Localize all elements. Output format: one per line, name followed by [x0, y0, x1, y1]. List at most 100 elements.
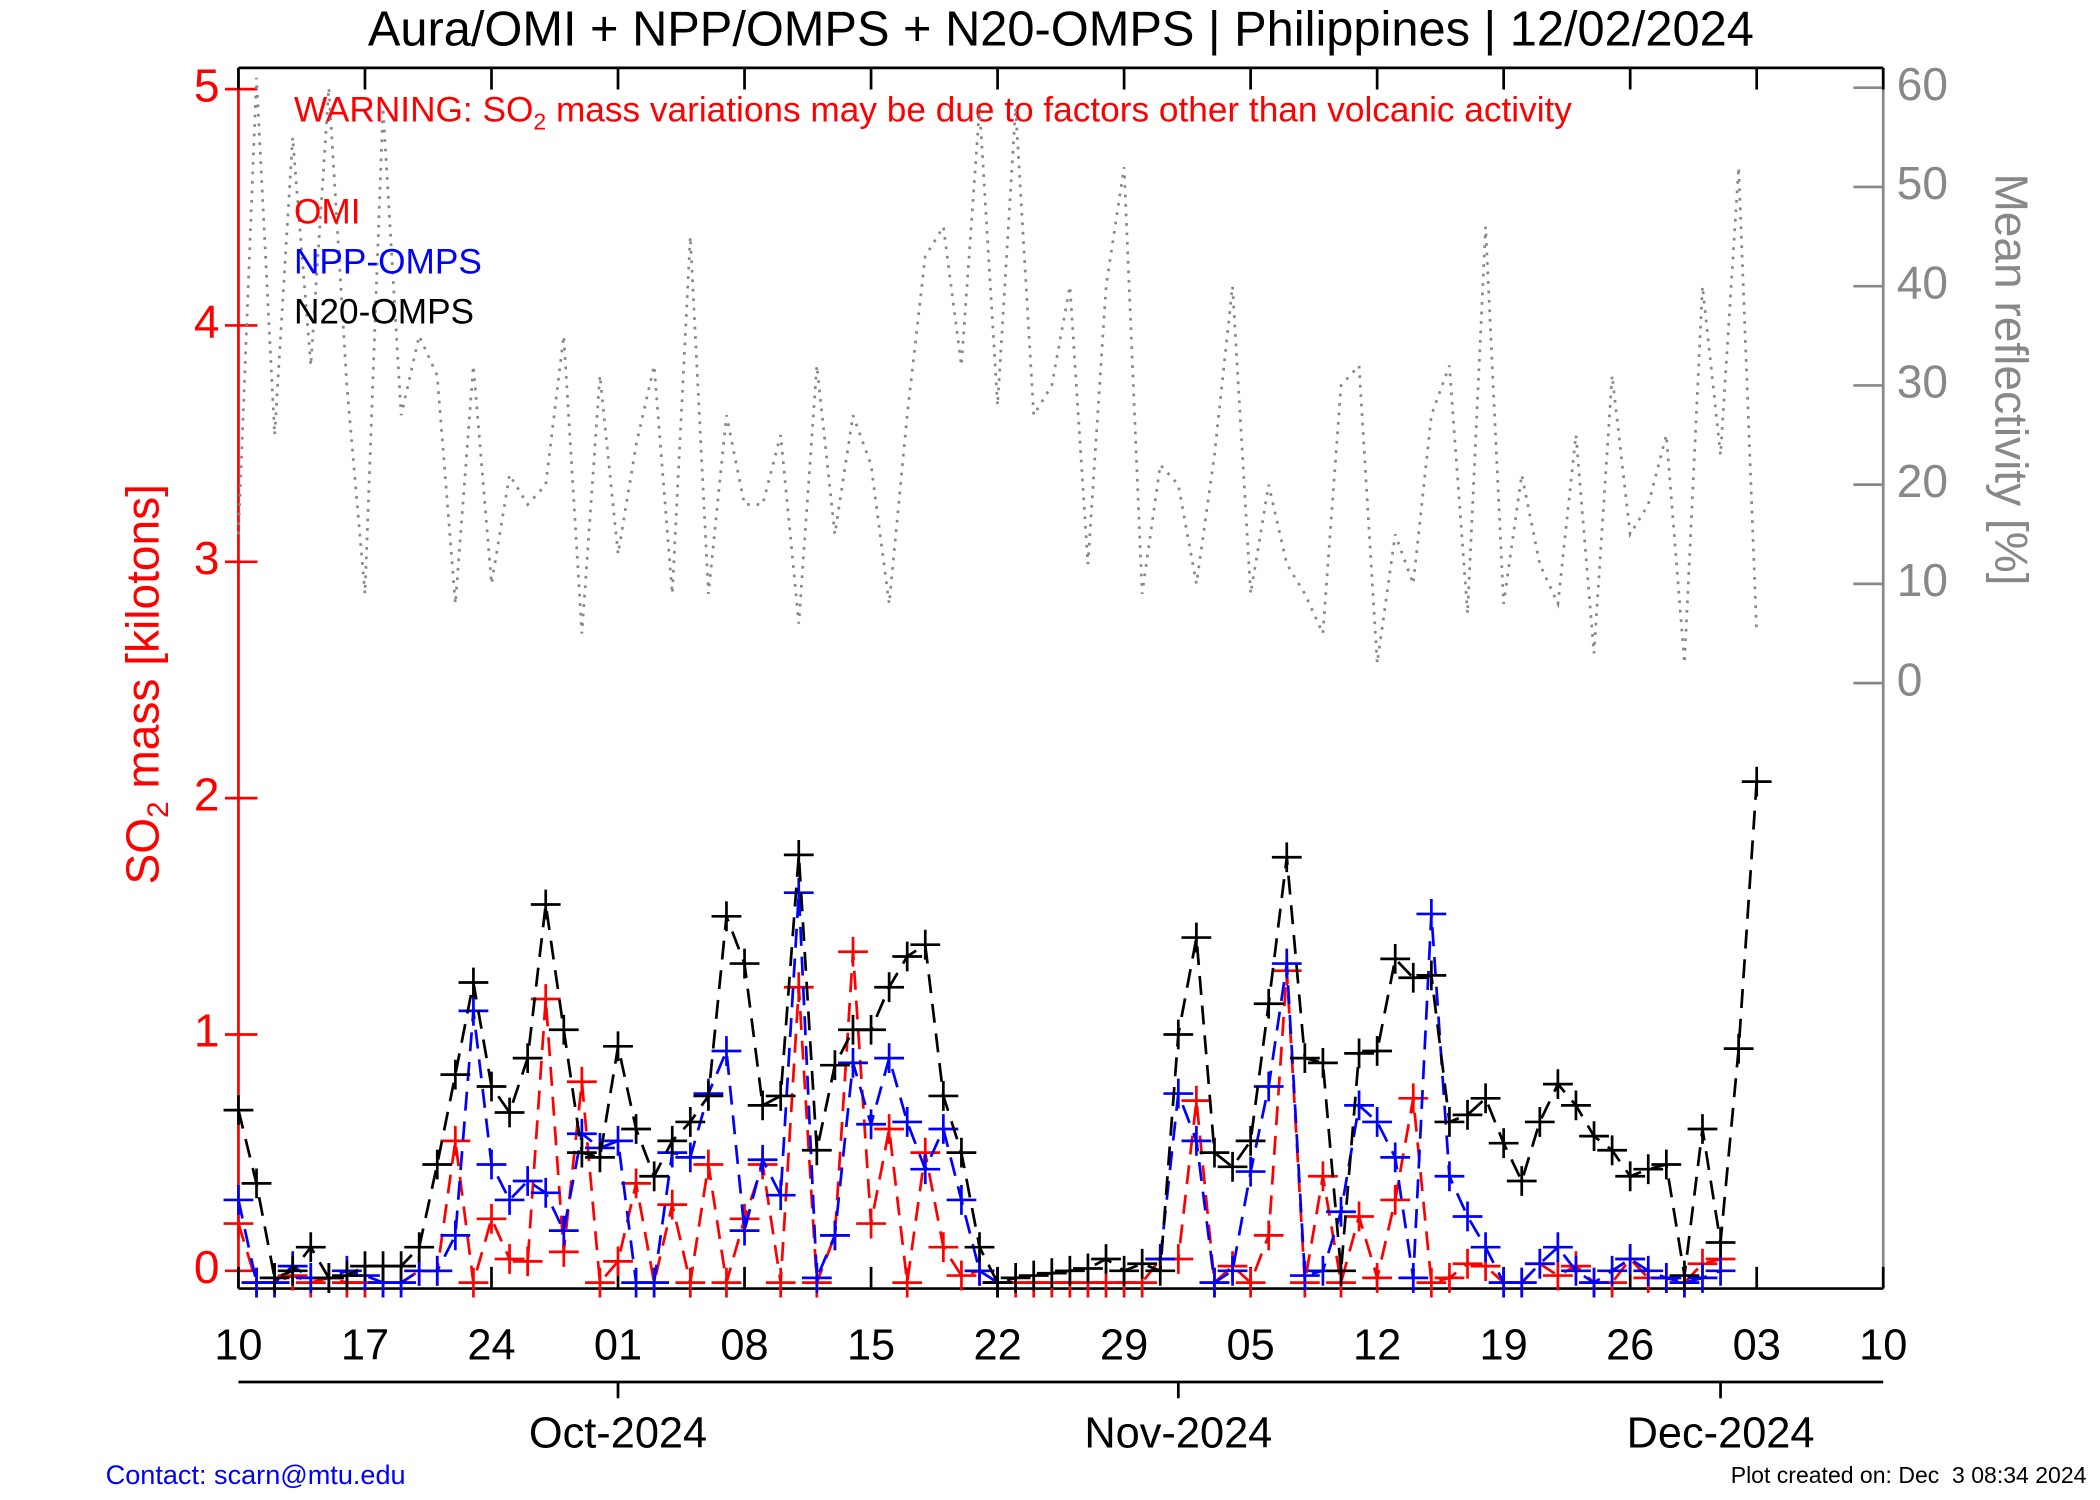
- y2-tick-label: 0: [1897, 653, 1923, 705]
- point-marker: [223, 1095, 254, 1126]
- point-marker: [1524, 1248, 1555, 1279]
- point-marker: [1542, 1232, 1573, 1263]
- point-marker: [1380, 1142, 1411, 1173]
- y-label-text: mass [kilotons]: [116, 484, 168, 801]
- point-marker: [458, 995, 489, 1026]
- point-marker: [892, 1107, 923, 1137]
- point-marker: [1362, 1107, 1393, 1137]
- point-marker: [422, 1255, 453, 1286]
- point-marker: [1741, 766, 1772, 797]
- point-marker: [476, 1071, 507, 1102]
- y-tick-label: 1: [194, 1005, 220, 1057]
- point-marker: [1615, 1244, 1646, 1274]
- point-marker: [1326, 1196, 1356, 1227]
- point-marker: [711, 1267, 742, 1298]
- point-marker: [1217, 1151, 1248, 1182]
- point-marker: [1542, 1260, 1573, 1291]
- point-marker: [476, 1203, 507, 1234]
- point-marker: [1127, 1248, 1158, 1279]
- point-marker: [1470, 1232, 1501, 1263]
- point-marker: [603, 1125, 633, 1156]
- point-marker: [1145, 1255, 1176, 1286]
- point-marker: [1289, 1043, 1320, 1074]
- point-marker: [765, 1081, 796, 1111]
- point-marker: [440, 1125, 471, 1156]
- point-marker: [259, 1263, 290, 1293]
- y2-tick-label: 20: [1897, 455, 1948, 507]
- point-marker: [856, 1014, 886, 1045]
- point-marker: [675, 1142, 706, 1173]
- y2-tick-label: 30: [1897, 356, 1948, 408]
- point-marker: [1398, 962, 1429, 993]
- point-marker: [1380, 1185, 1411, 1215]
- point-marker: [1289, 1260, 1320, 1291]
- point-marker: [820, 1050, 850, 1081]
- point-marker: [1434, 1107, 1465, 1137]
- point-marker: [820, 1220, 850, 1251]
- month-label: Nov-2024: [1084, 1410, 1272, 1458]
- point-marker: [494, 1185, 525, 1215]
- point-marker: [928, 1081, 959, 1111]
- point-marker: [1308, 1047, 1338, 1078]
- point-marker: [621, 1168, 651, 1199]
- x-tick-label: 10: [1859, 1322, 1907, 1370]
- point-marker: [223, 1185, 254, 1215]
- point-marker: [295, 1232, 326, 1263]
- point-marker: [1416, 1267, 1447, 1298]
- point-marker: [982, 1267, 1013, 1298]
- point-marker: [1687, 1114, 1718, 1144]
- y-tick-label: 0: [194, 1241, 220, 1293]
- x-tick-label: 05: [1227, 1322, 1275, 1370]
- point-marker: [1091, 1244, 1121, 1274]
- point-marker: [1524, 1107, 1555, 1137]
- y2-tick-label: 10: [1897, 554, 1948, 606]
- point-marker: [747, 1144, 778, 1175]
- point-marker: [548, 1215, 579, 1246]
- contact: Contact: scarn@mtu.edu: [106, 1459, 406, 1490]
- point-marker: [1181, 922, 1212, 953]
- point-marker: [1235, 1267, 1266, 1298]
- x-tick-label: 10: [214, 1322, 262, 1370]
- legend-entry: OMI: [294, 192, 361, 231]
- point-marker: [422, 1149, 453, 1180]
- point-marker: [874, 1114, 905, 1144]
- point-marker: [1199, 1137, 1230, 1168]
- point-marker: [494, 1097, 525, 1128]
- y2-tick-label: 40: [1897, 256, 1948, 308]
- x-tick-label: 22: [973, 1322, 1021, 1370]
- point-marker: [1615, 1161, 1646, 1192]
- point-marker: [1253, 988, 1284, 1019]
- point-marker: [1380, 943, 1411, 974]
- point-marker: [530, 1177, 561, 1208]
- point-marker: [512, 1246, 543, 1277]
- point-marker: [1488, 1128, 1519, 1159]
- x-tick-label: 08: [720, 1322, 768, 1370]
- point-marker: [693, 1149, 724, 1180]
- point-marker: [964, 1232, 995, 1263]
- point-marker: [313, 1263, 344, 1293]
- point-marker: [331, 1260, 362, 1291]
- point-marker: [783, 877, 814, 908]
- point-marker: [1217, 1255, 1248, 1286]
- point-marker: [1561, 1090, 1591, 1121]
- point-marker: [1633, 1154, 1664, 1185]
- x-tick-label: 19: [1480, 1322, 1528, 1370]
- point-marker: [476, 1149, 507, 1180]
- point-marker: [711, 901, 742, 932]
- point-marker: [440, 1059, 471, 1090]
- point-marker: [1181, 1085, 1212, 1116]
- chart-title: Aura/OMI + NPP/OMPS + N20-OMPS | Philipp…: [368, 3, 1754, 57]
- point-marker: [621, 1114, 651, 1144]
- point-marker: [910, 1154, 941, 1185]
- point-marker: [1452, 1248, 1483, 1279]
- point-marker: [1344, 1090, 1374, 1121]
- point-marker: [1073, 1253, 1103, 1284]
- point-marker: [1597, 1255, 1628, 1286]
- point-marker: [910, 929, 941, 960]
- point-marker: [838, 936, 868, 967]
- legend-entry: NPP-OMPS: [294, 243, 482, 282]
- point-marker: [1633, 1255, 1664, 1286]
- point-marker: [1362, 1036, 1393, 1066]
